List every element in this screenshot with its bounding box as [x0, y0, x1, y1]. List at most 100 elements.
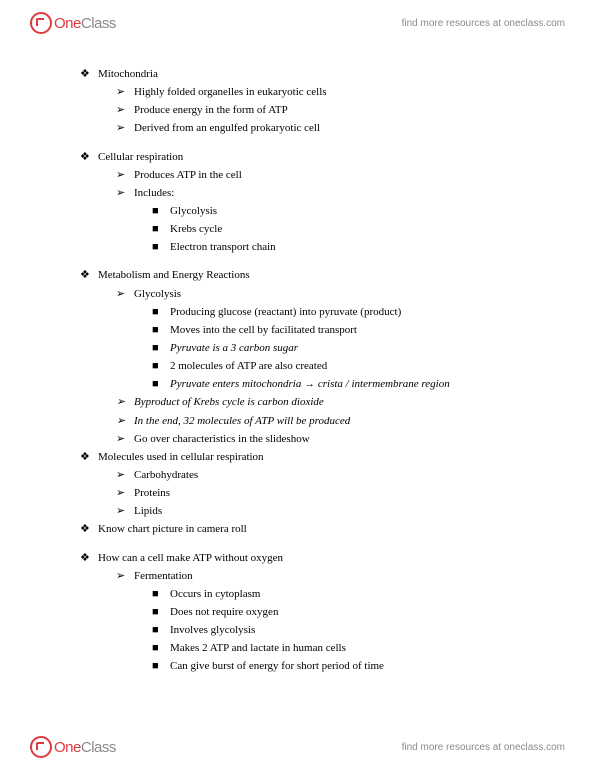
arrow-icon: ➢ [116, 484, 126, 502]
diamond-icon: ❖ [80, 549, 90, 567]
square-icon: ■ [152, 339, 162, 357]
logo-one: One [54, 739, 81, 756]
item-text: Go over characteristics in the slideshow [134, 430, 310, 448]
logo-text: OneClass [54, 739, 116, 756]
list-item: ■ Glycolysis [80, 202, 535, 220]
list-item: ■ Can give burst of energy for short peri… [80, 657, 535, 675]
arrow-icon: ➢ [116, 119, 126, 137]
logo-class: Class [81, 15, 116, 32]
item-text: Involves glycolysis [170, 621, 255, 639]
diamond-icon: ❖ [80, 65, 90, 83]
list-item: ➢ Carbohydrates [80, 466, 535, 484]
item-text: Produce energy in the form of ATP [134, 101, 288, 119]
logo-text: OneClass [54, 15, 116, 32]
square-icon: ■ [152, 303, 162, 321]
list-item: ➢Byproduct of Krebs cycle is carbon diox… [80, 393, 535, 411]
list-item: ➢Fermentation [80, 567, 535, 585]
list-item: ■ Involves glycolysis [80, 621, 535, 639]
square-icon: ■ [152, 585, 162, 603]
heading-text: Molecules used in cellular respiration [98, 448, 264, 466]
list-item: ➢ Lipids [80, 502, 535, 520]
brand-logo: OneClass [30, 736, 116, 758]
list-item: ➢ Glycolysis [80, 285, 535, 303]
list-item: ■ Pyruvate enters mitochondria → crista /… [80, 375, 535, 393]
page-header: OneClass find more resources at oneclass… [0, 0, 595, 46]
arrow-icon: ➢ [116, 567, 126, 585]
square-icon: ■ [152, 603, 162, 621]
heading-text: Cellular respiration [98, 148, 183, 166]
square-icon: ■ [152, 202, 162, 220]
section-heading: ❖ Mitochondria [80, 65, 535, 83]
list-item: ■Krebs cycle [80, 220, 535, 238]
list-item: ➢ Produce energy in the form of ATP [80, 101, 535, 119]
list-item: ➢ Highly folded organelles in eukaryotic … [80, 83, 535, 101]
item-text: Pyruvate is a 3 carbon sugar [170, 339, 298, 357]
list-item: ■ Makes 2 ATP and lactate in human cells [80, 639, 535, 657]
section-heading: ❖ Cellular respiration [80, 148, 535, 166]
heading-text: Know chart picture in camera roll [98, 520, 247, 538]
item-text: Includes: [134, 184, 174, 202]
square-icon: ■ [152, 657, 162, 675]
item-text: 2 molecules of ATP are also created [170, 357, 327, 375]
diamond-icon: ❖ [80, 448, 90, 466]
arrow-icon: ➢ [116, 83, 126, 101]
item-text: Does not require oxygen [170, 603, 278, 621]
heading-text: Mitochondria [98, 65, 158, 83]
arrow-icon: ➢ [116, 101, 126, 119]
header-resource-link[interactable]: find more resources at oneclass.com [402, 18, 565, 29]
footer-resource-link[interactable]: find more resources at oneclass.com [402, 742, 565, 753]
square-icon: ■ [152, 621, 162, 639]
item-text: Can give burst of energy for short perio… [170, 657, 384, 675]
heading-text: Metabolism and Energy Reactions [98, 266, 250, 284]
list-item: ➢Proteins [80, 484, 535, 502]
square-icon: ■ [152, 375, 162, 393]
item-text: Lipids [134, 502, 162, 520]
list-item: ➢ Derived from an engulfed prokaryotic ce… [80, 119, 535, 137]
square-icon: ■ [152, 321, 162, 339]
list-item: ■ Pyruvate is a 3 carbon sugar [80, 339, 535, 357]
item-text: Highly folded organelles in eukaryotic c… [134, 83, 327, 101]
arrow-icon: ➢ [116, 285, 126, 303]
item-text: Glycolysis [134, 285, 181, 303]
list-item: ■Producing glucose (reactant) into pyruv… [80, 303, 535, 321]
arrow-icon: ➢ [116, 393, 126, 411]
square-icon: ■ [152, 238, 162, 256]
list-item: ■ 2 molecules of ATP are also created [80, 357, 535, 375]
item-text: Moves into the cell by facilitated trans… [170, 321, 357, 339]
list-item: ➢ Includes: [80, 184, 535, 202]
diamond-icon: ❖ [80, 520, 90, 538]
notes-content: ❖ Mitochondria ➢ Highly folded organelles … [0, 0, 595, 736]
item-text: Carbohydrates [134, 466, 198, 484]
item-text: In the end, 32 molecules of ATP will be … [134, 412, 350, 430]
item-text: Occurs in cytoplasm [170, 585, 260, 603]
logo-icon [30, 736, 52, 758]
square-icon: ■ [152, 357, 162, 375]
square-icon: ■ [152, 220, 162, 238]
arrow-icon: ➢ [116, 184, 126, 202]
arrow-icon: ➢ [116, 430, 126, 448]
logo-class: Class [81, 739, 116, 756]
arrow-icon: ➢ [116, 412, 126, 430]
diamond-icon: ❖ [80, 148, 90, 166]
item-text: Makes 2 ATP and lactate in human cells [170, 639, 346, 657]
square-icon: ■ [152, 639, 162, 657]
arrow-icon: ➢ [116, 466, 126, 484]
section-heading: ❖ Molecules used in cellular respiration [80, 448, 535, 466]
item-text: Produces ATP in the cell [134, 166, 242, 184]
item-text: Pyruvate enters mitochondria → crista / … [170, 375, 450, 393]
arrow-icon: ➢ [116, 166, 126, 184]
section-heading: ❖ Metabolism and Energy Reactions [80, 266, 535, 284]
item-text: Glycolysis [170, 202, 217, 220]
logo-one: One [54, 15, 81, 32]
item-text: Electron transport chain [170, 238, 276, 256]
logo-icon [30, 12, 52, 34]
list-item: ■ Electron transport chain [80, 238, 535, 256]
list-item: ➢ Produces ATP in the cell [80, 166, 535, 184]
list-item: ■ Moves into the cell by facilitated tran… [80, 321, 535, 339]
item-text: Derived from an engulfed prokaryotic cel… [134, 119, 320, 137]
heading-text: How can a cell make ATP without oxygen [98, 549, 283, 567]
list-item: ■ Does not require oxygen [80, 603, 535, 621]
page-footer: OneClass find more resources at oneclass… [0, 724, 595, 770]
arrow-icon: ➢ [116, 502, 126, 520]
diamond-icon: ❖ [80, 266, 90, 284]
